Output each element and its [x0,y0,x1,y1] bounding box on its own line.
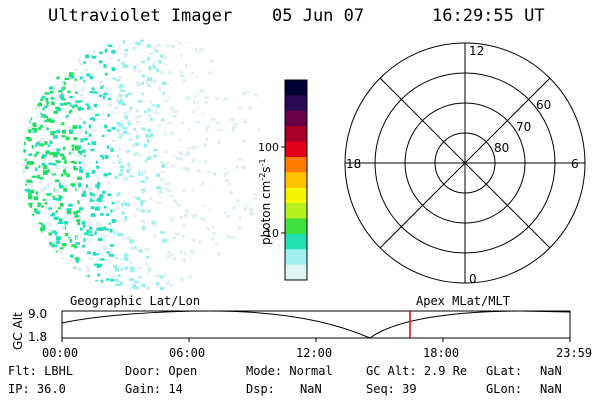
ip-value: 36.0 [36,382,66,396]
colorbar-band [285,110,307,127]
timeline-right-label: Apex MLat/MLT [416,294,510,308]
dsp-label: Dsp: [246,382,275,396]
colorbar-unit-label: photon cm-2s-1 [258,158,273,245]
timeline-frame [61,310,571,339]
colorbar-band [285,172,307,189]
colorbar-band [285,141,307,158]
instrument-title: Ultraviolet Imager [48,6,233,26]
status-seq: Seq: 39 [366,382,417,396]
timeline-y-min: 1.8 [28,330,47,344]
flt-value: LBHL [44,364,74,378]
timeline-y-axis-label: GC Alt [11,312,25,350]
status-glat: GLat: NaN [486,364,562,378]
status-glon: GLon: NaN [486,382,562,396]
seq-label: Seq: [366,382,395,396]
status-mode: Mode: Normal [246,364,333,378]
polar-ring-label-60: 60 [536,98,551,112]
ip-label: IP: [8,382,30,396]
mode-value: Normal [289,364,333,378]
glon-value: NaN [540,382,562,396]
colorbar-band [285,233,307,250]
timeline-left-label: Geographic Lat/Lon [70,294,201,308]
glat-value: NaN [540,364,562,378]
gc-alt-value: 2.9 Re [423,364,468,378]
colorbar-band [285,218,307,235]
status-gain: Gain: 14 [125,382,183,396]
time-label-1800: 18:00 [423,346,460,360]
earth-uv-image [22,37,260,290]
status-door: Door: Open [125,364,197,378]
colorbar-gradient [285,80,307,281]
colorbar-band [285,249,307,266]
colorbar-tick-label-100: 100 [258,141,279,154]
polar-ring-label-70: 70 [516,120,531,134]
polar-diagonal-2 [379,77,551,249]
colorbar-frame [284,79,308,281]
glat-label: GLat: [486,364,523,378]
status-gc-alt: GC Alt: 2.9 Re [366,364,467,378]
gc-alt-label: GC Alt: [366,364,417,378]
door-value: Open [168,364,198,378]
status-ip: IP: 36.0 [8,382,66,396]
gc-altitude-timeline: GC Alt 9.0 1.8 [11,307,571,350]
date-label: 05 Jun 07 [272,6,365,26]
seq-value: 39 [402,382,417,396]
colorbar-band [285,126,307,143]
time-label-0000: 00:00 [42,346,79,360]
glon-label: GLon: [486,382,523,396]
colorbar-band [285,264,307,281]
time-label-2359: 23:59 [556,346,593,360]
uv-emission-speckles [22,37,260,290]
polar-label-6: 6 [571,157,579,171]
colorbar-band [285,156,307,173]
gc-altitude-curve [61,310,571,339]
colorbar: 100 10 photon cm-2s-1 [258,79,308,281]
colorbar-band [285,95,307,112]
time-label: 16:29:55 UT [432,6,545,26]
polar-ring-label-80: 80 [494,141,509,155]
colorbar-band [285,203,307,219]
mlt-polar-plot: 12 0 18 6 60 70 80 [344,42,586,286]
door-label: Door: [125,364,162,378]
colorbar-band [285,80,307,96]
colorbar-tick-label-10: 10 [265,227,279,240]
polar-label-12: 12 [469,44,484,58]
polar-label-18: 18 [346,157,361,171]
gain-value: 14 [168,382,183,396]
colorbar-band [285,187,307,204]
flt-label: Flt: [8,364,37,378]
time-label-0600: 06:00 [169,346,206,360]
dsp-value: NaN [300,382,322,396]
status-dsp: Dsp: NaN [246,382,322,396]
mode-label: Mode: [246,364,283,378]
gain-label: Gain: [125,382,162,396]
timeline-y-max: 9.0 [28,307,47,321]
polar-label-0: 0 [469,272,477,286]
status-flt: Flt: LBHL [8,364,73,378]
time-label-1200: 12:00 [296,346,333,360]
